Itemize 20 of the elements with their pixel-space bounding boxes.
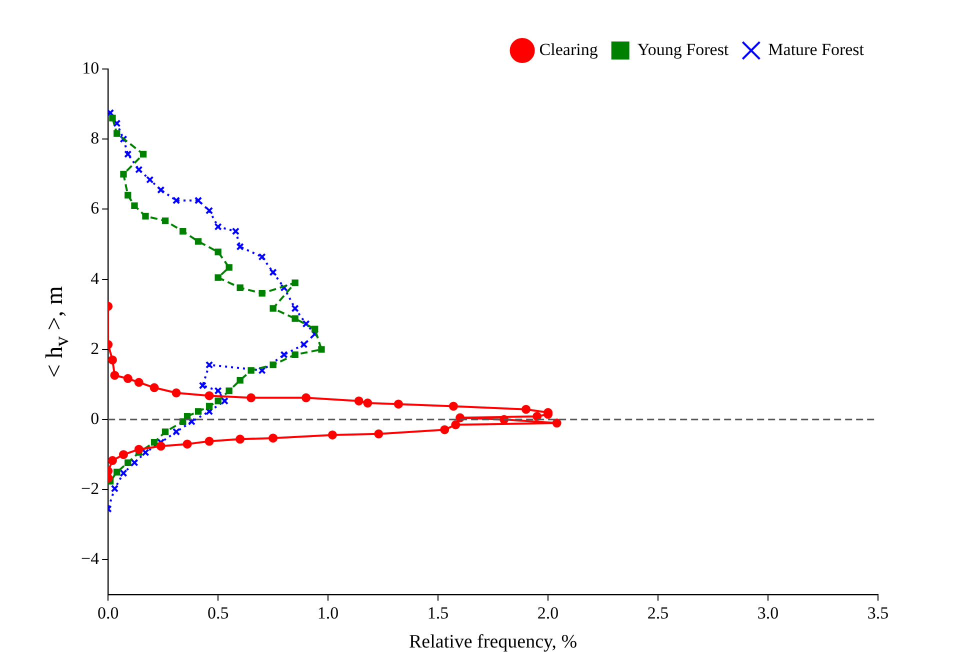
x-tick-label: 1.5 bbox=[427, 603, 449, 622]
y-tick-label: −2 bbox=[80, 479, 100, 498]
x-tick-label: 3.0 bbox=[757, 603, 779, 622]
y-tick-label: 2 bbox=[90, 338, 100, 358]
y-tick-label: −4 bbox=[80, 549, 100, 568]
y-tick-label: 0 bbox=[90, 409, 100, 428]
legend-label: Mature Forest bbox=[768, 40, 864, 59]
y-tick-label: 4 bbox=[90, 268, 100, 288]
x-tick-label: 0.0 bbox=[97, 603, 119, 622]
legend-label: Clearing bbox=[539, 40, 598, 59]
x-tick-label: 0.5 bbox=[207, 603, 229, 622]
x-tick-label: 2.0 bbox=[537, 603, 559, 622]
x-axis-title: Relative frequency, % bbox=[408, 632, 578, 653]
legend-label: Young Forest bbox=[637, 40, 729, 59]
y-tick-label: 8 bbox=[90, 128, 100, 148]
x-tick-label: 1.0 bbox=[317, 603, 339, 622]
x-tick-label: 3.5 bbox=[867, 603, 889, 622]
x-tick-label: 2.5 bbox=[647, 603, 669, 622]
y-tick-label: 6 bbox=[90, 198, 100, 218]
y-tick-label: 10 bbox=[82, 58, 100, 78]
